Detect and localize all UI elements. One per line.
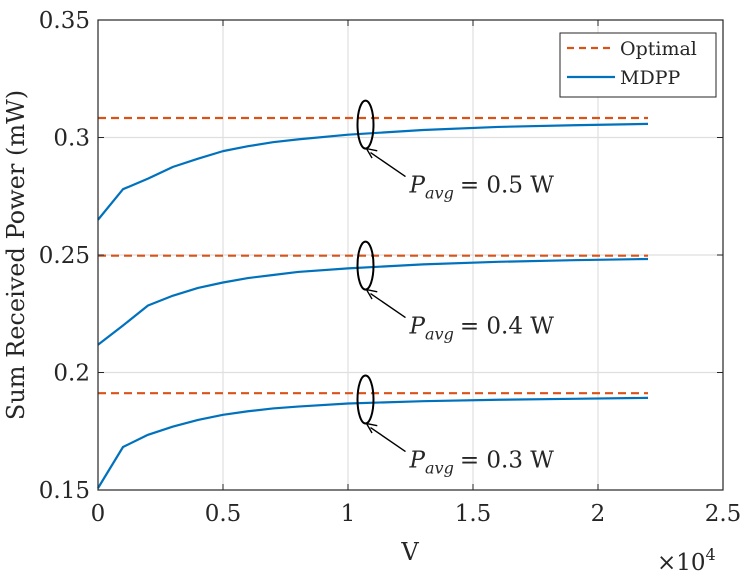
annotation-subscript: avg xyxy=(425,325,454,344)
annotation-label: Pavg = 0.5 W xyxy=(409,173,555,203)
legend: Optimal MDPP xyxy=(559,32,717,98)
annotation-symbol: P xyxy=(409,173,426,199)
x-exponent-power: 4 xyxy=(706,545,716,564)
annotation-value: = 0.4 W xyxy=(460,314,554,340)
x-tick-label: 0 xyxy=(91,501,106,527)
annotation-label: Pavg = 0.3 W xyxy=(409,448,555,478)
x-axis-exponent: ×104 xyxy=(657,545,716,576)
x-axis-label: V xyxy=(400,538,419,566)
annotation-subscript: avg xyxy=(425,184,454,203)
annotation-arrow-shaft xyxy=(370,292,406,319)
annotation-arrow-head xyxy=(365,147,378,159)
annotation-arrow-head xyxy=(365,422,378,434)
mdpp-line xyxy=(97,257,649,346)
annotation-arrow-head xyxy=(365,288,378,300)
y-tick-label: 0.35 xyxy=(39,8,90,34)
group-ellipse xyxy=(356,99,375,150)
x-tick-label: 1 xyxy=(341,501,356,527)
y-axis-label: Sum Received Power (mW) xyxy=(2,90,30,420)
x-tick-label: 1.5 xyxy=(455,501,492,527)
legend-box xyxy=(559,32,717,98)
annotation-symbol: P xyxy=(409,448,426,474)
annotation-arrow-shaft xyxy=(370,426,406,453)
y-tick-label: 0.15 xyxy=(39,478,90,504)
group-ellipse xyxy=(356,240,375,291)
x-tick-label: 2 xyxy=(591,501,606,527)
y-tick-label: 0.25 xyxy=(39,243,90,269)
axis-ticks: 0 0.5 1 1.5 2 2.5 0.15 0.2 0.25 0.3 0.35 xyxy=(39,8,742,527)
annotation-symbol: P xyxy=(409,314,426,340)
y-tick-label: 0.3 xyxy=(53,126,90,152)
annotation-subscript: avg xyxy=(425,459,454,478)
x-tick-label: 2.5 xyxy=(705,501,742,527)
x-tick-label: 0.5 xyxy=(205,501,242,527)
group-ellipse xyxy=(356,374,375,425)
annotation-label: Pavg = 0.4 W xyxy=(409,314,555,344)
x-exponent-base: ×10 xyxy=(657,550,706,576)
y-tick-label: 0.2 xyxy=(53,361,90,387)
legend-label-optimal: Optimal xyxy=(620,38,697,60)
legend-label-mdpp: MDPP xyxy=(620,67,680,89)
mdpp-line xyxy=(97,122,649,221)
annotation-arrow-shaft xyxy=(370,151,406,178)
annotation-value: = 0.5 W xyxy=(460,173,554,199)
mdpp-line xyxy=(97,396,649,489)
annotation-value: = 0.3 W xyxy=(460,448,554,474)
annotation-layer: Pavg = 0.5 W Pavg = 0.4 W Pavg = 0.3 W xyxy=(356,99,555,478)
